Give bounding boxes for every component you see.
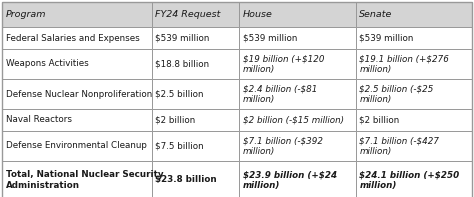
Text: Program: Program	[6, 10, 46, 19]
Text: \$23.9 billion (+\$24
million): \$23.9 billion (+\$24 million)	[243, 170, 337, 190]
Bar	[2, 49, 152, 79]
Bar	[239, 161, 356, 197]
Bar	[152, 161, 239, 197]
Bar	[239, 2, 356, 27]
Bar	[356, 79, 472, 109]
Text: Naval Reactors: Naval Reactors	[6, 115, 72, 125]
Bar	[356, 49, 472, 79]
Bar	[356, 2, 472, 27]
Text: \$2.5 billion (-\$25
million): \$2.5 billion (-\$25 million)	[359, 85, 434, 104]
Text: Defense Environmental Cleanup: Defense Environmental Cleanup	[6, 141, 147, 150]
Bar	[356, 27, 472, 49]
Text: \$2 billion: \$2 billion	[155, 115, 196, 125]
Text: \$2 billion (-\$15 million): \$2 billion (-\$15 million)	[243, 115, 344, 125]
Bar	[152, 109, 239, 131]
Bar	[239, 27, 356, 49]
Bar	[356, 131, 472, 161]
Text: \$18.8 billion: \$18.8 billion	[155, 59, 210, 68]
Text: \$7.1 billion (-\$427
million): \$7.1 billion (-\$427 million)	[359, 136, 439, 155]
Text: \$19.1 billion (+\$276
million): \$19.1 billion (+\$276 million)	[359, 54, 449, 74]
Text: Total, National Nuclear Security
Administration: Total, National Nuclear Security Adminis…	[6, 170, 164, 190]
Text: \$24.1 billion (+\$250
million): \$24.1 billion (+\$250 million)	[359, 170, 459, 190]
Bar	[239, 79, 356, 109]
Bar	[2, 161, 152, 197]
Bar	[356, 161, 472, 197]
Text: \$2.5 billion: \$2.5 billion	[155, 90, 204, 99]
Text: \$2.4 billion (-\$81
million): \$2.4 billion (-\$81 million)	[243, 85, 318, 104]
Bar	[239, 49, 356, 79]
Bar	[2, 27, 152, 49]
Bar	[2, 109, 152, 131]
Bar	[152, 131, 239, 161]
Bar	[152, 49, 239, 79]
Bar	[2, 79, 152, 109]
Text: Weapons Activities: Weapons Activities	[6, 59, 89, 68]
Bar	[239, 109, 356, 131]
Text: \$23.8 billion: \$23.8 billion	[155, 176, 217, 184]
Text: \$7.1 billion (-\$392
million): \$7.1 billion (-\$392 million)	[243, 136, 323, 155]
Text: FY24 Request: FY24 Request	[155, 10, 221, 19]
Bar	[2, 2, 152, 27]
Bar	[152, 27, 239, 49]
Bar	[356, 109, 472, 131]
Text: \$2 billion: \$2 billion	[359, 115, 400, 125]
Bar	[2, 131, 152, 161]
Text: Senate: Senate	[359, 10, 392, 19]
Text: Defense Nuclear Nonproliferation: Defense Nuclear Nonproliferation	[6, 90, 153, 99]
Text: \$539 million: \$539 million	[243, 33, 298, 43]
Text: House: House	[243, 10, 273, 19]
Text: \$19 billion (+\$120
million): \$19 billion (+\$120 million)	[243, 54, 325, 74]
Text: \$539 million: \$539 million	[359, 33, 414, 43]
Text: \$539 million: \$539 million	[155, 33, 210, 43]
Bar	[239, 131, 356, 161]
Bar	[152, 79, 239, 109]
Bar	[152, 2, 239, 27]
Text: \$7.5 billion: \$7.5 billion	[155, 141, 204, 150]
Text: Federal Salaries and Expenses: Federal Salaries and Expenses	[6, 33, 140, 43]
